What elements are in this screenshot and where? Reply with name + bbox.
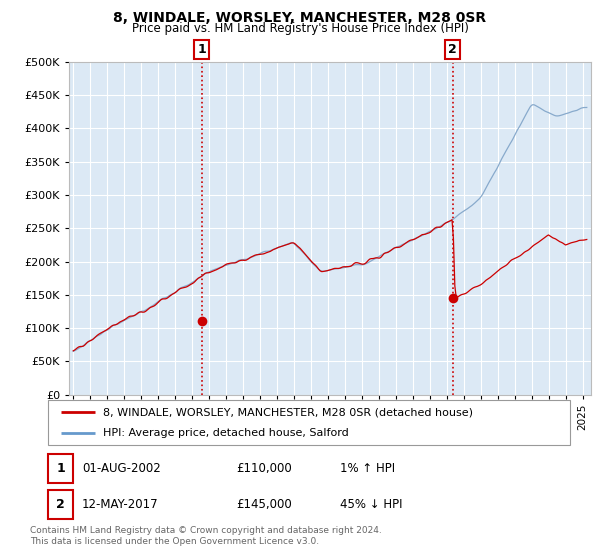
Text: 1: 1: [197, 43, 206, 56]
Text: 8, WINDALE, WORSLEY, MANCHESTER, M28 0SR: 8, WINDALE, WORSLEY, MANCHESTER, M28 0SR: [113, 11, 487, 25]
Text: 2: 2: [448, 43, 457, 56]
Text: Contains HM Land Registry data © Crown copyright and database right 2024.
This d: Contains HM Land Registry data © Crown c…: [30, 526, 382, 546]
Text: 1% ↑ HPI: 1% ↑ HPI: [340, 461, 395, 475]
FancyBboxPatch shape: [48, 400, 570, 445]
Text: 1: 1: [56, 461, 65, 475]
Text: 45% ↓ HPI: 45% ↓ HPI: [340, 498, 403, 511]
Text: 8, WINDALE, WORSLEY, MANCHESTER, M28 0SR (detached house): 8, WINDALE, WORSLEY, MANCHESTER, M28 0SR…: [103, 408, 473, 418]
FancyBboxPatch shape: [48, 490, 73, 519]
Text: HPI: Average price, detached house, Salford: HPI: Average price, detached house, Salf…: [103, 428, 349, 438]
Text: 2: 2: [56, 498, 65, 511]
Text: £145,000: £145,000: [236, 498, 292, 511]
FancyBboxPatch shape: [48, 454, 73, 483]
Text: 01-AUG-2002: 01-AUG-2002: [82, 461, 161, 475]
Text: 12-MAY-2017: 12-MAY-2017: [82, 498, 158, 511]
Text: £110,000: £110,000: [236, 461, 292, 475]
Text: Price paid vs. HM Land Registry's House Price Index (HPI): Price paid vs. HM Land Registry's House …: [131, 22, 469, 35]
